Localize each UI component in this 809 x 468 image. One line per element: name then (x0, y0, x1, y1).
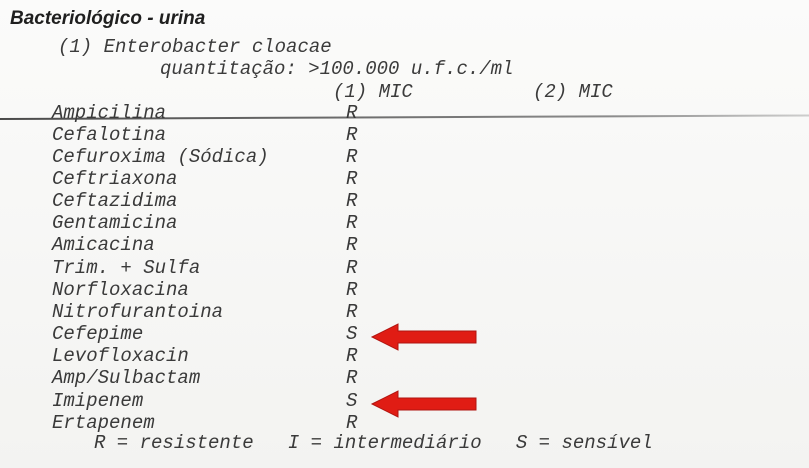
antibiotic-name: Ceftazidima (52, 190, 178, 212)
antibiotic-result: R (346, 301, 358, 323)
antibiotic-result: R (346, 212, 358, 234)
antibiotic-name: Imipenem (52, 390, 144, 412)
antibiotic-name: Trim. + Sulfa (52, 257, 201, 279)
antibiotic-result: R (346, 168, 358, 190)
antibiotic-result: R (346, 257, 358, 279)
antibiotic-result: R (346, 279, 358, 301)
antibiotic-result: S (346, 323, 358, 345)
antibiotic-name: Cefalotina (52, 124, 167, 146)
mic-header-2: (2) MIC (533, 81, 613, 103)
antibiotic-name: Cefuroxima (Sódica) (52, 146, 269, 168)
antibiotic-result: R (346, 345, 358, 367)
antibiotic-name: Levofloxacin (52, 345, 189, 367)
antibiotic-result: S (346, 390, 358, 412)
left-arrow-icon (370, 390, 477, 418)
antibiotic-name: Amp/Sulbactam (52, 367, 201, 389)
legend: R = resistente I = intermediário S = sen… (94, 432, 653, 454)
antibiotic-name: Amicacina (52, 234, 155, 256)
antibiotic-result: R (346, 102, 358, 124)
organism-line: (1) Enterobacter cloacae (58, 36, 332, 58)
quantification-line: quantitação: >100.000 u.f.c./ml (160, 58, 514, 80)
antibiotic-result: R (346, 190, 358, 212)
antibiotic-result: R (346, 367, 358, 389)
report-title: Bacteriológico - urina (10, 8, 206, 29)
antibiotic-result: R (346, 234, 358, 256)
antibiotic-result: R (346, 412, 358, 434)
antibiotic-result: R (346, 146, 358, 168)
antibiotic-result: R (346, 124, 358, 146)
arrow-shape (370, 323, 477, 351)
left-arrow-icon (370, 323, 477, 351)
mic-header-1: (1) MIC (333, 81, 413, 103)
antibiotic-name: Ampicilina (52, 102, 167, 124)
antibiotic-name: Ceftriaxona (52, 168, 178, 190)
antibiotic-name: Nitrofurantoina (52, 301, 224, 323)
antibiotic-name: Ertapenem (52, 412, 155, 434)
antibiotic-name: Norfloxacina (52, 279, 189, 301)
antibiotic-name: Gentamicina (52, 212, 178, 234)
antibiotic-name: Cefepime (52, 323, 144, 345)
arrow-shape (370, 390, 477, 418)
